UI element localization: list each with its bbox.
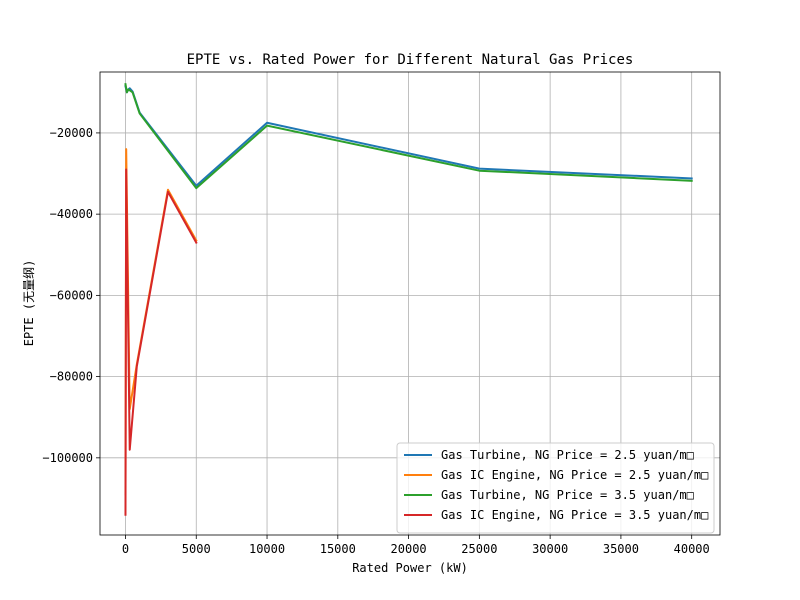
x-axis: 0 5000 10000 15000 20000 25000 30000 35000 40000 <box>122 535 710 556</box>
y-axis-label: EPTE (无量纲) <box>22 260 36 347</box>
series-line-4 <box>124 168 198 516</box>
y-tick-label: −60000 <box>50 288 93 302</box>
x-axis-label: Rated Power (kW) <box>352 561 468 575</box>
x-tick-label: 20000 <box>391 542 427 556</box>
series-line-3 <box>124 83 693 190</box>
y-tick-label: −80000 <box>50 370 93 384</box>
x-tick-label: 15000 <box>320 542 356 556</box>
y-tick-label: −100000 <box>42 451 93 465</box>
x-tick-label: 35000 <box>603 542 639 556</box>
legend-label: Gas IC Engine, NG Price = 3.5 yuan/m□ <box>441 508 708 522</box>
y-tick-label: −20000 <box>50 126 93 140</box>
legend-box <box>396 442 715 534</box>
legend-label: Gas Turbine, NG Price = 2.5 yuan/m□ <box>441 448 694 462</box>
x-tick-label: 30000 <box>532 542 568 556</box>
y-axis: −20000 −40000 −60000 −80000 −100000 <box>42 126 100 465</box>
chart-title: EPTE vs. Rated Power for Different Natur… <box>187 52 634 68</box>
y-tick-label: −40000 <box>50 207 93 221</box>
legend-label: Gas Turbine, NG Price = 3.5 yuan/m□ <box>441 488 694 502</box>
x-tick-label: 10000 <box>249 542 285 556</box>
legend: Gas Turbine, NG Price = 2.5 yuan/m□ Gas I… <box>396 442 715 534</box>
x-tick-label: 25000 <box>461 542 497 556</box>
plot-area-frame <box>99 71 721 536</box>
x-tick-label: 5000 <box>182 542 211 556</box>
x-tick-label: 40000 <box>674 542 710 556</box>
legend-label: Gas IC Engine, NG Price = 2.5 yuan/m□ <box>441 468 708 482</box>
x-tick-label: 0 <box>122 542 129 556</box>
plot-series <box>124 83 693 516</box>
